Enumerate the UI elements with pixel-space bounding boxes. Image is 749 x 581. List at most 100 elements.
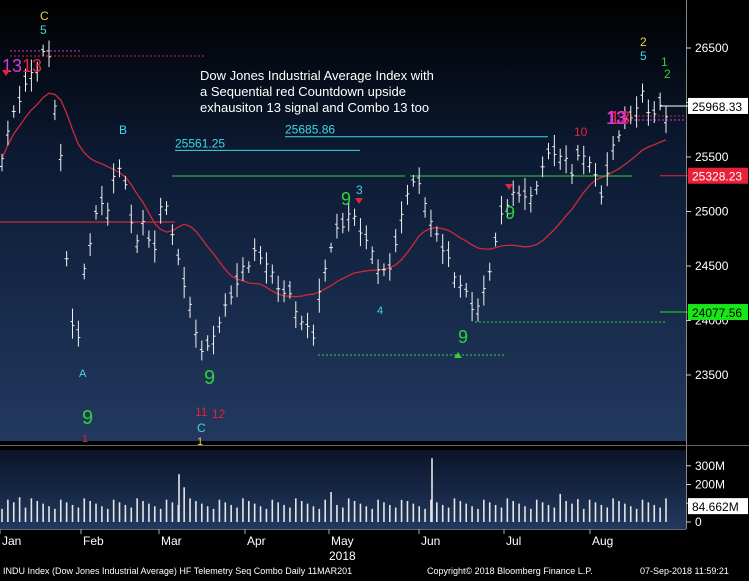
sequential-count-label: 1	[197, 436, 203, 448]
candle	[575, 144, 580, 161]
month-label: Jan	[2, 534, 21, 548]
candle	[405, 184, 410, 205]
candle	[334, 213, 339, 239]
candle	[487, 262, 492, 281]
candle	[317, 278, 322, 313]
candle	[517, 185, 522, 203]
sequential-count-label: 9	[341, 189, 351, 209]
candle	[370, 246, 375, 265]
candle	[211, 325, 216, 355]
annotation-line-2: a Sequential red Countdown upside	[200, 84, 406, 99]
month-label: Jul	[506, 534, 521, 548]
volume-tick-label: 300M	[695, 459, 725, 473]
month-label: Aug	[592, 534, 613, 548]
signal-arrow-icon	[505, 184, 513, 190]
moving-average-line	[1, 92, 667, 298]
candle	[616, 130, 621, 142]
sequential-count-label: 9	[505, 203, 515, 223]
candle	[252, 238, 257, 261]
candle	[246, 261, 251, 273]
candle	[111, 163, 116, 194]
candle	[646, 99, 651, 126]
candle	[82, 263, 87, 280]
svg-text:25968.33: 25968.33	[692, 100, 742, 114]
candle	[587, 156, 592, 173]
sequential-count-label: 4	[377, 305, 383, 317]
sequential-count-label: C	[197, 421, 206, 435]
candle	[41, 44, 46, 57]
candle	[593, 163, 598, 187]
candle	[282, 280, 287, 303]
candle	[5, 120, 10, 146]
candle	[64, 251, 69, 267]
candle	[199, 340, 204, 361]
sequential-count-label: 13	[607, 108, 627, 128]
svg-text:84.662M: 84.662M	[692, 500, 739, 514]
candle	[358, 218, 363, 247]
candle	[94, 205, 99, 220]
candle	[440, 233, 445, 264]
annotation-line-3: exhausiton 13 signal and Combo 13 too	[200, 100, 429, 115]
month-label: Apr	[247, 534, 266, 548]
sequential-count-label: 9	[204, 367, 215, 389]
candle	[229, 285, 234, 305]
candle	[340, 212, 345, 234]
month-label: May	[331, 534, 354, 548]
candle	[146, 230, 151, 248]
signal-arrow-icon	[2, 70, 10, 76]
sequential-count-label: 11	[195, 405, 208, 419]
candle	[540, 156, 545, 178]
candle	[505, 199, 510, 218]
candle	[599, 185, 604, 205]
candle	[493, 232, 498, 247]
sequential-count-label: 9	[458, 327, 468, 347]
candle	[393, 229, 398, 253]
candle	[452, 272, 457, 288]
sequential-count-label: 5	[640, 49, 647, 63]
candle	[188, 296, 193, 318]
candle	[176, 248, 181, 266]
sequential-count-label: 13	[22, 56, 42, 76]
candle	[182, 266, 187, 299]
candle	[105, 202, 110, 226]
candle	[346, 202, 351, 232]
volume-tick-label: 200M	[695, 478, 725, 492]
sequential-count-label: 13	[606, 108, 626, 128]
candle	[240, 257, 245, 282]
sequential-count-label: 2	[640, 35, 647, 49]
candle	[135, 234, 140, 254]
candle	[88, 233, 93, 256]
candle	[158, 197, 163, 224]
candle	[640, 83, 645, 103]
candle	[141, 209, 146, 236]
candle	[552, 134, 557, 167]
sequential-count-label: A	[79, 368, 87, 380]
sequential-count-label: 10	[574, 125, 588, 139]
candle	[522, 177, 527, 210]
year-label: 2018	[329, 549, 356, 563]
candle	[381, 263, 386, 276]
candle	[428, 209, 433, 238]
volume-tick-label: 0	[695, 515, 702, 529]
price-tick-label: 24500	[695, 259, 729, 273]
candle	[76, 320, 81, 347]
sequential-count-label: 3	[356, 183, 363, 197]
candle	[458, 274, 463, 298]
candle	[446, 241, 451, 268]
candle	[264, 252, 269, 284]
candle	[17, 85, 22, 114]
candle	[164, 201, 169, 215]
price-tag: 24077.56	[660, 304, 748, 321]
footer-left: INDU Index (Dow Jones Industrial Average…	[3, 566, 353, 576]
candle	[399, 201, 404, 234]
sequential-count-label: C	[40, 9, 49, 23]
candle	[52, 99, 57, 121]
candle	[0, 153, 4, 172]
candle	[423, 197, 428, 218]
candle	[352, 208, 357, 226]
candle	[35, 61, 40, 82]
candle	[581, 145, 586, 175]
candle	[564, 145, 569, 174]
candle	[511, 180, 516, 206]
